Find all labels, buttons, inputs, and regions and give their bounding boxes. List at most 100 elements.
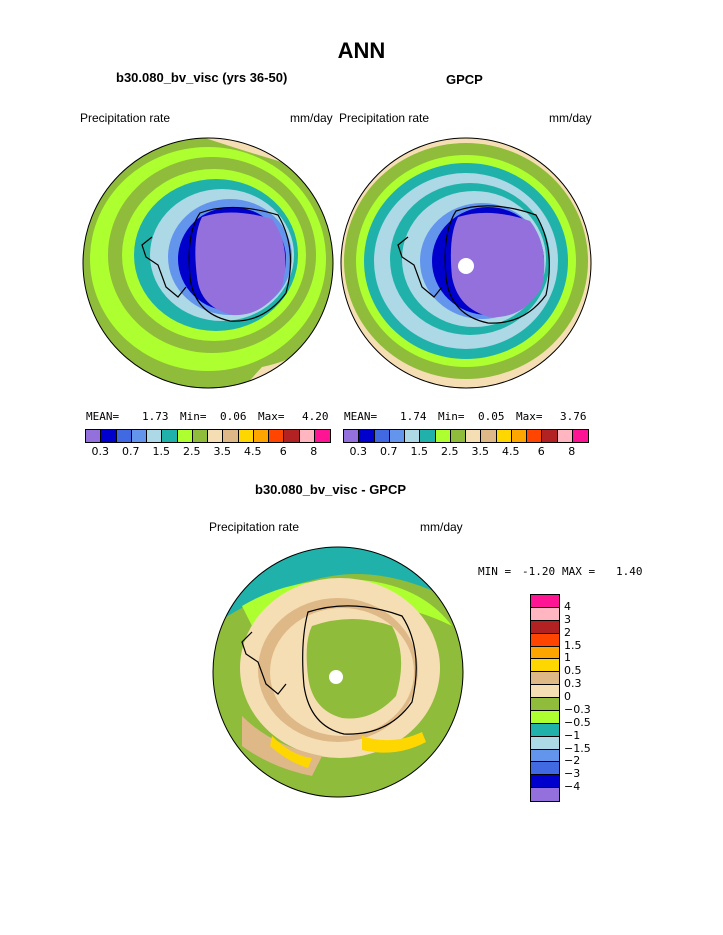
colorbar-swatch bbox=[531, 762, 559, 776]
right-polar-map bbox=[340, 137, 592, 389]
colorbar-tick-label: 4.5 bbox=[244, 445, 262, 458]
colorbar-tick-label: 8 bbox=[568, 445, 576, 458]
colorbar-tick-label: 2.5 bbox=[441, 445, 459, 458]
diff-polar-map bbox=[212, 546, 464, 798]
colorbar-tick-label: 1.5 bbox=[152, 445, 171, 458]
colorbar-swatch bbox=[542, 430, 558, 442]
colorbar-swatch bbox=[223, 430, 239, 442]
colorbar-swatch bbox=[405, 430, 421, 442]
colorbar-tick-label: −2 bbox=[564, 754, 581, 768]
colorbar-swatch bbox=[572, 430, 588, 442]
colorbar-swatch bbox=[496, 430, 512, 442]
right-max-value: 3.76 bbox=[560, 410, 587, 423]
colorbar-swatch bbox=[299, 430, 315, 442]
left-max-value: 4.20 bbox=[302, 410, 329, 423]
colorbar-tick-label: 2.5 bbox=[183, 445, 201, 458]
colorbar-swatch bbox=[192, 430, 208, 442]
colorbar-swatch bbox=[101, 430, 117, 442]
colorbar-tick-label: 0.7 bbox=[122, 445, 140, 458]
colorbar-tick-label: 1.5 bbox=[564, 638, 582, 652]
colorbar-tick-label: −3 bbox=[564, 767, 581, 781]
colorbar-swatch bbox=[531, 788, 559, 801]
colorbar-tick-label: −0.3 bbox=[564, 702, 591, 716]
colorbar-swatch bbox=[162, 430, 178, 442]
right-colorbar bbox=[343, 429, 589, 443]
colorbar-swatch bbox=[531, 633, 559, 647]
colorbar-tick-label: 1.5 bbox=[410, 445, 429, 458]
colorbar-tick-label: 1 bbox=[564, 651, 571, 665]
colorbar-swatch bbox=[238, 430, 254, 442]
colorbar-tick-label: −1 bbox=[564, 728, 581, 742]
colorbar-swatch bbox=[314, 430, 330, 442]
colorbar-tick-label: 6 bbox=[537, 445, 545, 458]
colorbar-tick-label: 4 bbox=[564, 599, 571, 613]
colorbar-tick-label: 3.5 bbox=[471, 445, 490, 458]
colorbar-swatch bbox=[208, 430, 224, 442]
page-title: ANN bbox=[337, 38, 386, 63]
colorbar-tick-label: 0.5 bbox=[564, 664, 582, 678]
colorbar-swatch bbox=[116, 430, 132, 442]
colorbar-swatch bbox=[531, 736, 559, 750]
diff-variable-label: Precipitation rate bbox=[209, 520, 300, 534]
colorbar-swatch bbox=[86, 430, 102, 442]
left-panel-title: b30.080_bv_visc (yrs 36-50) bbox=[116, 70, 288, 85]
left-min-value: 0.06 bbox=[220, 410, 247, 423]
colorbar-swatch bbox=[374, 430, 390, 442]
diff-max-value: 1.40 bbox=[616, 565, 643, 578]
diff-min-value: -1.20 bbox=[522, 565, 556, 578]
colorbar-tick-label: 8 bbox=[310, 445, 318, 458]
colorbar-swatch bbox=[531, 698, 559, 711]
diff-panel-title: b30.080_bv_visc - GPCP bbox=[255, 482, 407, 497]
colorbar-swatch bbox=[481, 430, 497, 442]
colorbar-swatch bbox=[389, 430, 405, 442]
left-variable-label: Precipitation rate bbox=[80, 111, 171, 125]
colorbar-swatch bbox=[531, 646, 559, 660]
diff-min-label: MIN = bbox=[478, 565, 512, 578]
colorbar-swatch bbox=[531, 672, 559, 686]
right-panel-title: GPCP bbox=[446, 72, 483, 87]
colorbar-swatch bbox=[531, 620, 559, 634]
colorbar-tick-label: −4 bbox=[564, 780, 581, 794]
colorbar-swatch bbox=[531, 595, 559, 608]
right-units-label: mm/day bbox=[549, 111, 592, 125]
colorbar-swatch bbox=[284, 430, 300, 442]
right-min-label: Min= bbox=[438, 410, 465, 423]
colorbar-swatch bbox=[435, 430, 451, 442]
colorbar-swatch bbox=[269, 430, 285, 442]
colorbar-swatch bbox=[531, 723, 559, 737]
colorbar-swatch bbox=[531, 775, 559, 789]
colorbar-tick-label: 2 bbox=[564, 625, 571, 639]
colorbar-tick-label: 0.3 bbox=[349, 445, 368, 458]
colorbar-swatch bbox=[420, 430, 436, 442]
left-units-label: mm/day bbox=[290, 111, 333, 125]
left-mean-label: MEAN= bbox=[86, 410, 120, 423]
colorbar-tick-label: −0.5 bbox=[564, 715, 591, 729]
colorbar-tick-label: 0.3 bbox=[564, 677, 582, 691]
diff-colorbar bbox=[530, 594, 560, 802]
colorbar-swatch bbox=[531, 710, 559, 724]
right-max-label: Max= bbox=[516, 410, 543, 423]
left-max-label: Max= bbox=[258, 410, 285, 423]
diff-units-label: mm/day bbox=[420, 520, 463, 534]
left-polar-map bbox=[82, 137, 334, 389]
colorbar-swatch bbox=[147, 430, 163, 442]
colorbar-tick-label: 0 bbox=[564, 690, 571, 703]
colorbar-swatch bbox=[557, 430, 573, 442]
colorbar-swatch bbox=[527, 430, 543, 442]
colorbar-swatch bbox=[344, 430, 360, 442]
left-mean-value: 1.73 bbox=[142, 410, 169, 423]
colorbar-swatch bbox=[531, 607, 559, 621]
colorbar-tick-label: 0.3 bbox=[91, 445, 110, 458]
colorbar-swatch bbox=[531, 749, 559, 763]
colorbar-tick-label: 0.7 bbox=[380, 445, 398, 458]
colorbar-tick-label: 3.5 bbox=[213, 445, 232, 458]
diff-max-label: MAX = bbox=[562, 565, 596, 578]
right-mean-value: 1.74 bbox=[400, 410, 427, 423]
colorbar-swatch bbox=[531, 685, 559, 698]
colorbar-swatch bbox=[177, 430, 193, 442]
right-variable-label: Precipitation rate bbox=[339, 111, 430, 125]
colorbar-tick-label: 6 bbox=[279, 445, 287, 458]
colorbar-swatch bbox=[131, 430, 147, 442]
colorbar-tick-label: 4.5 bbox=[502, 445, 520, 458]
colorbar-tick-label: −1.5 bbox=[564, 741, 591, 755]
